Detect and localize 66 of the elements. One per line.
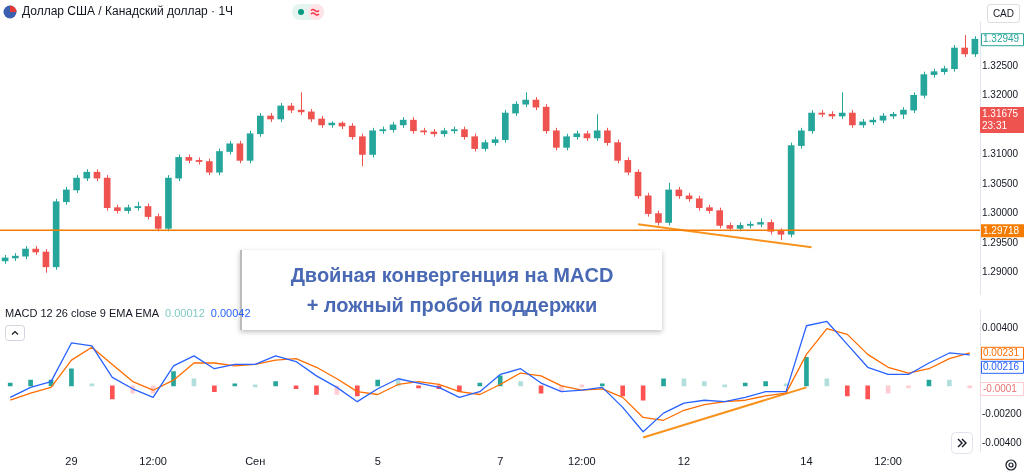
bar [947,379,952,387]
bar [375,379,381,387]
y-tick-label: -0.00400 [982,436,1022,448]
y-tick-label: 1.31000 [982,148,1019,160]
candlestick [951,44,958,73]
x-tick-label: 12:00 [139,455,167,468]
candlestick [175,153,182,182]
y-tick-label: 1.29000 [982,266,1019,278]
bar [314,385,319,395]
y-tick-label: 1.32000 [982,89,1019,101]
bar [212,385,217,392]
x-tick-label: 14 [800,455,813,468]
candlestick [256,112,264,138]
bar [742,382,748,387]
candlestick [216,148,223,176]
x-tick-label: 5 [374,455,381,468]
candlestick [961,34,969,58]
candlestick [614,139,621,164]
bar [865,385,871,400]
bar [844,385,850,397]
data-label: 0.00231 [983,347,1020,359]
candlestick [277,102,285,123]
x-tick-label: 12 [677,455,691,468]
bar [69,368,74,387]
x-tick-label: 12:00 [874,455,902,468]
x-tick-label: Сен [245,455,266,468]
bar [109,385,115,400]
bar [620,385,626,397]
bar [518,381,523,387]
annotation: 0.00012 [165,307,205,319]
candlestick [236,140,244,164]
x-tick-label: 29 [65,455,78,468]
bar [702,381,707,387]
x-tick-label: 12:00 [568,455,596,468]
bar [28,379,33,387]
y-tick-label: 1.32500 [982,59,1019,71]
candlestick [920,71,928,99]
candlestick [553,127,560,151]
bar [804,356,809,387]
annotation: 1.32949 [983,33,1020,45]
bar [273,381,278,387]
chart-title: MACD 12 26 close 9 EMA EMA [5,307,160,319]
candlestick [798,127,805,150]
candlestick [359,133,366,167]
y-tick-label: 1.30500 [982,177,1019,189]
annotation: 0.00042 [210,307,251,319]
candlestick [910,91,917,114]
y-axis-title: CAD [986,4,1020,23]
chart-title: Доллар США / Канадский доллар · 1Ч [22,4,234,18]
ref-line-label: 1.29718 [983,224,1020,236]
x-tick-label: 7 [497,455,504,468]
candlestick [644,192,652,218]
bar [477,382,483,387]
data-label: 0.00216 [983,361,1020,373]
candlestick [716,207,724,229]
bar [7,382,13,387]
candlestick [593,113,601,142]
bar [661,378,666,387]
y-tick-label: 1.30000 [982,207,1019,219]
bar [763,381,768,387]
y-tick-label: 0.00400 [982,322,1019,334]
candlestick [808,109,815,135]
text: 1.31675 23:31 [980,107,1024,133]
y-tick-label: 1.29500 [982,236,1019,248]
y-tick-label: -0.00200 [982,408,1022,420]
text: -0.0001 [980,382,1024,396]
